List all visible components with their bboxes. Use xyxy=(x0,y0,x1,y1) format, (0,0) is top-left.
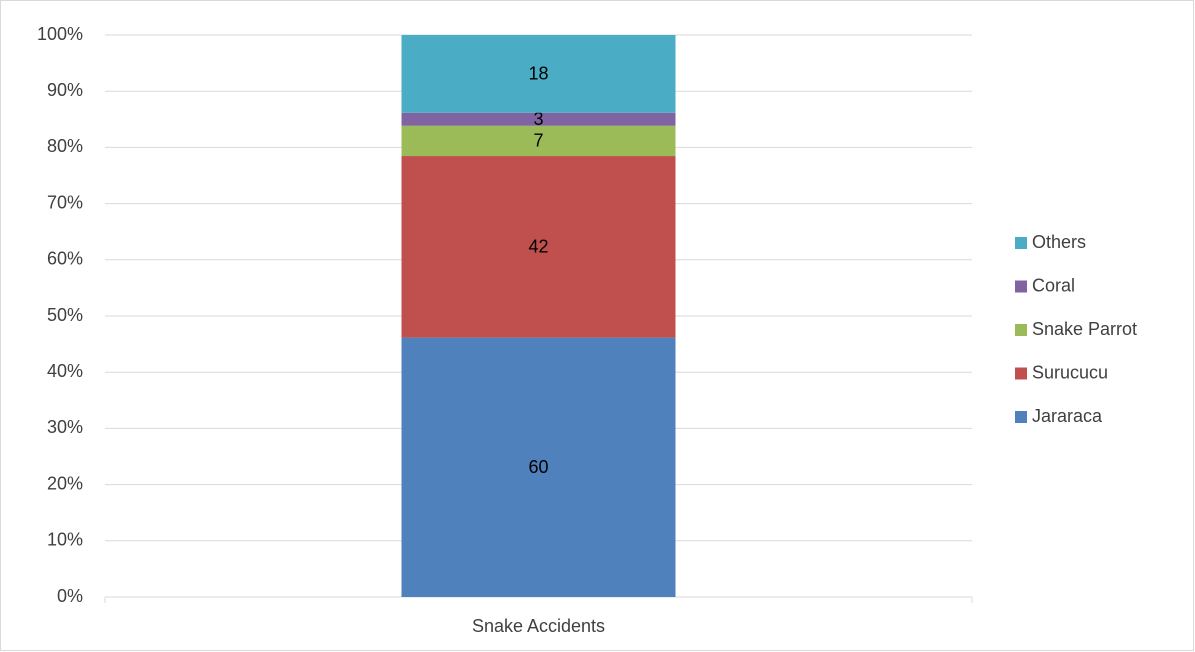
bar-segment xyxy=(401,337,676,597)
data-label: 60 xyxy=(528,457,548,477)
y-tick-label: 100% xyxy=(37,24,83,44)
y-tick-label: 60% xyxy=(47,249,83,269)
legend-swatch xyxy=(1015,237,1027,249)
y-tick-label: 80% xyxy=(47,136,83,156)
legend-swatch xyxy=(1015,411,1027,423)
y-tick-label: 40% xyxy=(47,361,83,381)
bar-segment xyxy=(401,35,676,113)
data-label: 42 xyxy=(528,237,548,257)
data-label: 18 xyxy=(528,64,548,84)
legend-label: Jararaca xyxy=(1032,406,1103,426)
data-label: 7 xyxy=(533,131,543,151)
y-tick-label: 50% xyxy=(47,305,83,325)
legend-label: Surucucu xyxy=(1032,362,1108,382)
legend-swatch xyxy=(1015,367,1027,380)
y-tick-label: 0% xyxy=(57,586,83,606)
y-tick-label: 20% xyxy=(47,473,83,493)
legend-swatch xyxy=(1015,280,1027,293)
y-tick-label: 70% xyxy=(47,192,83,212)
legend-swatch xyxy=(1015,324,1027,336)
data-label: 3 xyxy=(533,109,543,129)
legend-label: Coral xyxy=(1032,275,1075,295)
legend-label: Snake Parrot xyxy=(1032,319,1137,339)
y-tick-label: 10% xyxy=(47,530,83,550)
bar-segment xyxy=(401,112,676,126)
y-tick-label: 90% xyxy=(47,80,83,100)
y-tick-label: 30% xyxy=(47,417,83,437)
bar-segment xyxy=(401,156,676,338)
x-tick-label: Snake Accidents xyxy=(472,616,605,636)
bar-segment xyxy=(401,125,676,157)
legend-label: Others xyxy=(1032,232,1086,252)
